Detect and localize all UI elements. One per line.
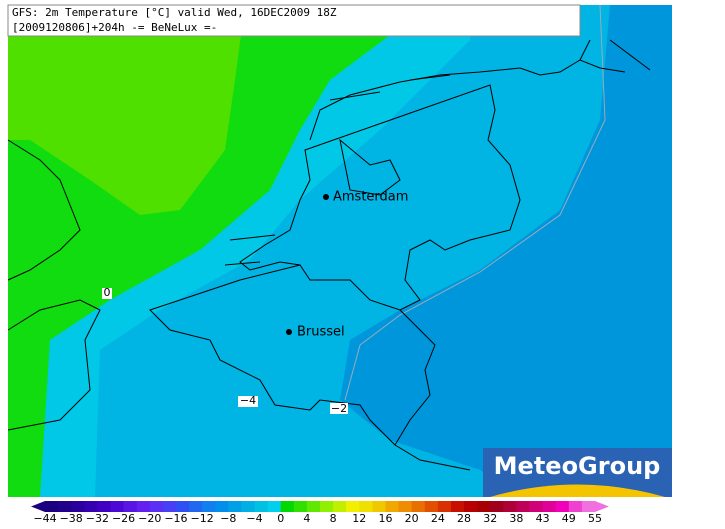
contour-label: −4 bbox=[240, 394, 256, 407]
islands bbox=[224, 39, 651, 266]
colorbar-swatch bbox=[97, 501, 111, 512]
colorbar-tick-label: −38 bbox=[60, 512, 83, 525]
contour-label: 0 bbox=[104, 286, 111, 299]
colorbar-swatch bbox=[136, 501, 151, 512]
logo-arc bbox=[490, 484, 665, 497]
header-box bbox=[7, 4, 581, 37]
colorbar-tick-label: 24 bbox=[431, 512, 445, 525]
colorbar-tick-label: −26 bbox=[112, 512, 135, 525]
contour-label-box bbox=[330, 403, 348, 414]
colorbar-swatch bbox=[464, 501, 478, 512]
colorbar-swatch bbox=[450, 501, 465, 512]
colorbar-swatch bbox=[385, 501, 400, 512]
colorbar-swatch bbox=[175, 501, 190, 512]
contour-label-box bbox=[102, 288, 112, 299]
colorbar-swatch bbox=[280, 501, 295, 512]
colorbar-tick-label: 20 bbox=[405, 512, 419, 525]
colorbar-swatch bbox=[555, 501, 570, 512]
colorbar-swatch bbox=[372, 501, 386, 512]
contour-label: −2 bbox=[331, 402, 347, 415]
colorbar-tick-label: 12 bbox=[352, 512, 366, 525]
colorbar-swatch bbox=[45, 501, 59, 512]
map: GFS: 2m Temperature [°C] valid Wed, 16DE… bbox=[7, 4, 672, 497]
colorbar-swatch bbox=[228, 501, 242, 512]
colorbar-end bbox=[31, 501, 45, 512]
border bbox=[7, 139, 471, 471]
city-marker bbox=[286, 329, 292, 335]
colorbar-swatch bbox=[241, 501, 256, 512]
colorbar-tick-label: −12 bbox=[191, 512, 214, 525]
logo-text: MeteoGroup bbox=[494, 452, 661, 480]
colorbar-swatch bbox=[306, 501, 321, 512]
colorbar-swatch bbox=[189, 501, 203, 512]
colorbar-tick-label: 55 bbox=[588, 512, 602, 525]
colorbar-swatch bbox=[516, 501, 531, 512]
colorbar-swatch bbox=[123, 501, 138, 512]
colorbar-swatch bbox=[149, 501, 164, 512]
colorbar-swatch bbox=[202, 501, 216, 512]
colorbar-tick-label: 8 bbox=[330, 512, 337, 525]
colorbar-tick-label: 4 bbox=[303, 512, 310, 525]
colorbar-swatch bbox=[359, 501, 373, 512]
colorbar-tick-label: 0 bbox=[277, 512, 284, 525]
header-line: GFS: 2m Temperature [°C] valid Wed, 16DE… bbox=[12, 6, 337, 19]
colorbar-tick-label: −4 bbox=[246, 512, 262, 525]
colorbar-tick-label: 43 bbox=[536, 512, 550, 525]
colorbar-swatch bbox=[71, 501, 85, 512]
colorbar-swatch bbox=[529, 501, 544, 512]
colorbar-swatch bbox=[542, 501, 557, 512]
colorbar-tick-label: −44 bbox=[33, 512, 56, 525]
colorbar-swatch bbox=[346, 501, 360, 512]
region-light-green bbox=[8, 5, 245, 215]
colorbar-swatch bbox=[411, 501, 426, 512]
colorbar-tick-label: 32 bbox=[483, 512, 497, 525]
colorbar-swatch bbox=[477, 501, 491, 512]
city-label: Amsterdam bbox=[333, 190, 408, 205]
colorbar-swatch bbox=[58, 501, 72, 512]
colorbar-tick-label: 28 bbox=[457, 512, 471, 525]
colorbar-swatch bbox=[320, 501, 334, 512]
colorbar-tick-label: −20 bbox=[138, 512, 161, 525]
city-label: Brussel bbox=[297, 325, 345, 340]
colorbar-tick-label: −8 bbox=[220, 512, 236, 525]
colorbar-swatch bbox=[490, 501, 504, 512]
colorbar-swatch bbox=[110, 501, 125, 512]
colorbar-tick-label: −16 bbox=[164, 512, 187, 525]
colorbar-end bbox=[595, 501, 609, 512]
colorbar-tick-label: 49 bbox=[562, 512, 576, 525]
contour-label-box bbox=[238, 396, 258, 407]
header-line: [2009120806]+204h -= BeNeLux =- bbox=[12, 21, 217, 34]
contour-line bbox=[344, 4, 606, 401]
colorbar-tick-label: −32 bbox=[86, 512, 109, 525]
colorbar-swatch bbox=[398, 501, 413, 512]
colorbar-swatch bbox=[333, 501, 347, 512]
colorbar-tick-label: 38 bbox=[509, 512, 523, 525]
colorbar-swatch bbox=[215, 501, 229, 512]
colorbar-swatch bbox=[503, 501, 517, 512]
colorbar-swatch bbox=[437, 501, 452, 512]
colorbar-swatch bbox=[254, 501, 269, 512]
colorbar-swatch bbox=[581, 501, 596, 512]
colorbar-swatch bbox=[267, 501, 282, 512]
colorbar-swatch bbox=[568, 501, 583, 512]
colorbar-swatch bbox=[162, 501, 177, 512]
colorbar-swatch bbox=[424, 501, 439, 512]
colorbar: −44 −38 −32 −26 −20 −16 −12 −8 −4 0 4 8 12 16 20 24 28 32… bbox=[31, 501, 609, 525]
colorbar-swatch bbox=[84, 501, 98, 512]
colorbar-swatch bbox=[293, 501, 308, 512]
city-marker bbox=[323, 194, 329, 200]
colorbar-tick-label: 16 bbox=[378, 512, 392, 525]
